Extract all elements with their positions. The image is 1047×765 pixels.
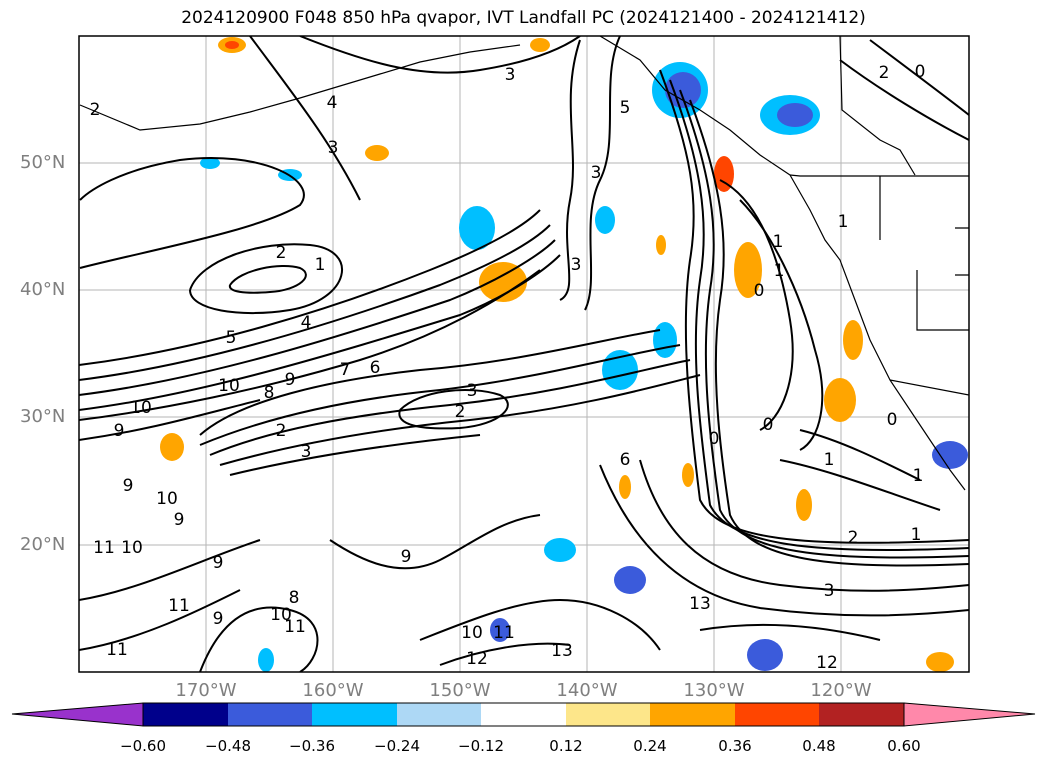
lon-label: 170°W bbox=[175, 680, 237, 701]
contour-label: 1 bbox=[773, 232, 784, 252]
contour-label: 11 bbox=[168, 596, 190, 616]
lat-label: 50°N bbox=[20, 152, 66, 173]
contour-label: 9 bbox=[114, 421, 125, 441]
lon-label: 150°W bbox=[429, 680, 491, 701]
colorbar-segment bbox=[143, 703, 228, 726]
colorbar-tick: 0.12 bbox=[549, 737, 583, 755]
contour-label: 1 bbox=[774, 261, 785, 281]
lon-label: 140°W bbox=[556, 680, 618, 701]
lat-label: 30°N bbox=[20, 406, 66, 427]
map-title: 2024120900 F048 850 hPa qvapor, IVT Land… bbox=[181, 8, 866, 28]
contour-label: 3 bbox=[824, 581, 835, 601]
contour-label: 2 bbox=[276, 421, 287, 441]
contour-label: 6 bbox=[620, 450, 631, 470]
contour-labels: 2 4 3 3 5 3 2 1 4 5 10 8 9 7 6 10 9 3 2 … bbox=[90, 62, 926, 673]
lat-label: 40°N bbox=[20, 279, 66, 300]
colorbar-tick: −0.12 bbox=[458, 737, 504, 755]
lat-lon-grid bbox=[79, 36, 969, 672]
contour-label: 9 bbox=[285, 370, 296, 390]
lon-label: 160°W bbox=[302, 680, 364, 701]
contour-label: 1 bbox=[913, 466, 924, 486]
contour-label: 8 bbox=[289, 588, 300, 608]
colorbar-segment bbox=[903, 702, 1036, 727]
colorbar-segment bbox=[11, 702, 144, 727]
contour-label: 8 bbox=[264, 383, 275, 403]
contour-label: 1 bbox=[911, 525, 922, 545]
contour-label: 9 bbox=[213, 553, 224, 573]
contour-label: 3 bbox=[505, 65, 516, 85]
colorbar-segment bbox=[735, 703, 819, 726]
contour-label: 1 bbox=[838, 212, 849, 232]
contour-label: 1 bbox=[315, 255, 326, 275]
contour-label: 3 bbox=[571, 255, 582, 275]
colorbar-tick: −0.24 bbox=[374, 737, 420, 755]
contour-label: 11 bbox=[93, 538, 115, 558]
contour-label: 6 bbox=[370, 358, 381, 378]
contour-label: 3 bbox=[328, 138, 339, 158]
contour-label: 2 bbox=[276, 243, 287, 263]
contour-label: 4 bbox=[301, 313, 312, 333]
contour-label: 7 bbox=[340, 360, 351, 380]
lon-label: 130°W bbox=[683, 680, 745, 701]
contour-label: 2 bbox=[879, 63, 890, 83]
contour-label: 11 bbox=[106, 640, 128, 660]
contour-label: 3 bbox=[467, 381, 478, 401]
contour-label: 11 bbox=[284, 617, 306, 637]
contour-label: 0 bbox=[754, 281, 765, 301]
colorbar-tick: −0.60 bbox=[120, 737, 166, 755]
contour-label: 9 bbox=[123, 476, 134, 496]
contour-label: 10 bbox=[461, 623, 483, 643]
contour-label: 4 bbox=[327, 93, 338, 113]
contour-label: 10 bbox=[218, 376, 240, 396]
ivt-contours bbox=[79, 36, 969, 672]
colorbar-tick: 0.60 bbox=[887, 737, 921, 755]
colorbar-tick: −0.48 bbox=[205, 737, 251, 755]
colorbar-segment bbox=[566, 703, 650, 726]
contour-label: 10 bbox=[270, 605, 292, 625]
contour-label: 5 bbox=[620, 98, 631, 118]
contour-label: 0 bbox=[709, 429, 720, 449]
colorbar-segment bbox=[312, 703, 397, 726]
colorbar-segment bbox=[397, 703, 481, 726]
contour-label: 2 bbox=[90, 100, 101, 120]
qvapor-filled-anomalies bbox=[160, 37, 968, 672]
colorbar-segment bbox=[481, 703, 566, 726]
contour-label: 0 bbox=[915, 62, 926, 82]
contour-label: 10 bbox=[130, 398, 152, 418]
contour-label: 2 bbox=[455, 402, 466, 422]
contour-label: 0 bbox=[887, 410, 898, 430]
plot-frame bbox=[78, 35, 970, 673]
contour-label: 9 bbox=[401, 547, 412, 567]
coastlines bbox=[79, 36, 969, 491]
colorbar-segment bbox=[228, 703, 312, 726]
contour-label: 5 bbox=[226, 328, 237, 348]
colorbar-tick: −0.36 bbox=[289, 737, 335, 755]
contour-label: 11 bbox=[493, 623, 515, 643]
colorbar-tick: 0.24 bbox=[633, 737, 667, 755]
contour-label: 3 bbox=[591, 163, 602, 183]
contour-label: 3 bbox=[301, 442, 312, 462]
contour-label: 9 bbox=[213, 609, 224, 629]
colorbar-segment bbox=[819, 703, 904, 726]
lon-label: 120°W bbox=[810, 680, 872, 701]
contour-label: 10 bbox=[121, 538, 143, 558]
contour-label: 0 bbox=[763, 415, 774, 435]
colorbar-tick: 0.36 bbox=[718, 737, 752, 755]
contour-label: 13 bbox=[689, 594, 711, 614]
contour-label: 13 bbox=[551, 641, 573, 661]
colorbar-tick: 0.48 bbox=[802, 737, 836, 755]
contour-label: 2 bbox=[848, 528, 859, 548]
contour-label: 9 bbox=[174, 510, 185, 530]
contour-label: 10 bbox=[156, 489, 178, 509]
colorbar-segment bbox=[650, 703, 735, 726]
colorbar bbox=[11, 702, 1036, 727]
lat-label: 20°N bbox=[20, 534, 66, 555]
contour-label: 1 bbox=[824, 450, 835, 470]
contour-label: 12 bbox=[816, 653, 838, 673]
contour-label: 12 bbox=[466, 649, 488, 669]
